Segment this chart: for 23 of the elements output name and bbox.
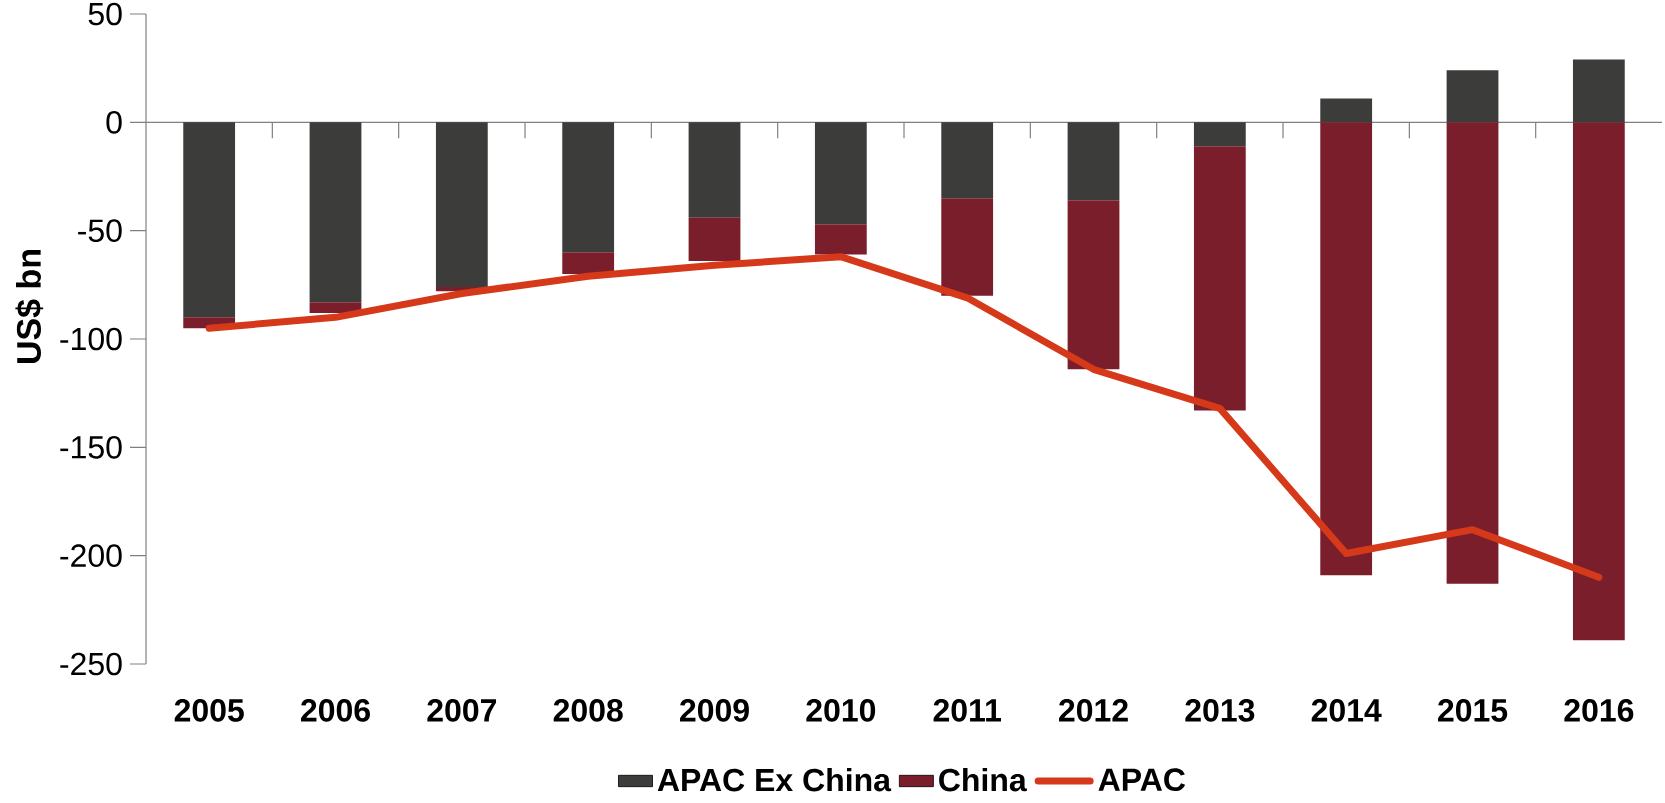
x-tick-label: 2008 [553,699,623,722]
y-tick-label: -250 [60,652,122,676]
y-axis-title: US$ bn [15,250,44,364]
y-tick-label: -200 [60,544,122,567]
x-tick-label: 2006 [301,699,370,722]
x-tick-label: 2011 [933,699,1001,722]
x-tick-label: 2010 [806,699,876,722]
y-tick-label: -50 [78,219,122,242]
y-tick-label: 0 [106,111,122,134]
legend-label: China [939,767,1027,792]
x-tick-label: 2007 [427,699,497,722]
y-tick-label: 50 [88,2,122,26]
x-tick-label: 2015 [1438,699,1508,722]
x-tick-label: 2012 [1059,699,1128,722]
x-tick-label: 2016 [1564,699,1634,722]
legend-label: APAC Ex China [657,767,892,792]
x-tick-label: 2013 [1185,699,1255,722]
y-tick-label: -150 [60,436,122,459]
x-tick-label: 2005 [174,699,244,722]
y-tick-label: -100 [60,327,122,351]
x-tick-label: 2009 [680,699,749,722]
legend-label: APAC [1098,768,1186,791]
x-tick-label: 2014 [1311,699,1382,722]
